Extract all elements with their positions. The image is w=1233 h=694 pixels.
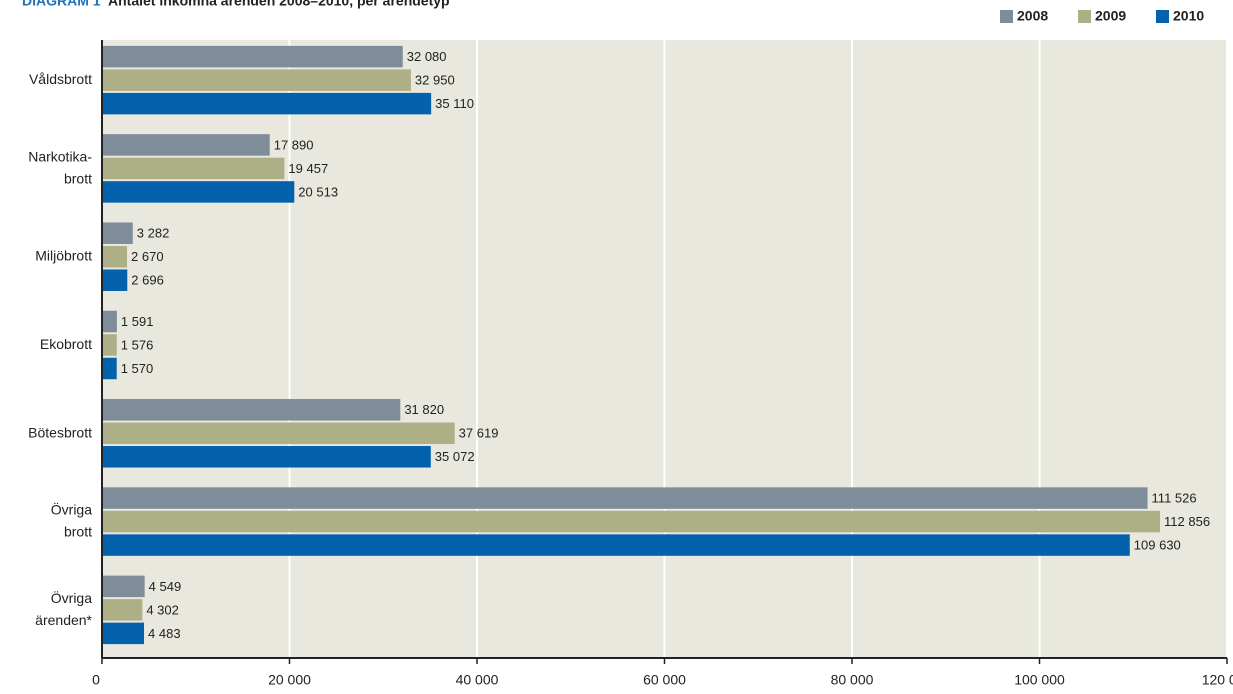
value-label: 35 072	[435, 449, 475, 464]
bar	[102, 422, 455, 445]
value-label: 3 282	[137, 226, 170, 241]
value-label: 19 457	[288, 161, 328, 176]
bar	[102, 622, 145, 645]
y-tick-label: Ekobrott	[40, 336, 92, 352]
y-tick-label-line: brott	[64, 523, 92, 539]
value-label: 112 856	[1164, 514, 1210, 529]
x-tick-label: 40 000	[456, 672, 499, 688]
value-label: 1 570	[121, 361, 154, 376]
legend-item: 2008	[1000, 8, 1048, 24]
bar	[102, 310, 117, 333]
y-tick-label-line: Ekobrott	[40, 336, 92, 352]
y-tick-label: Miljöbrott	[35, 247, 92, 263]
value-label: 35 110	[435, 96, 474, 111]
bar	[102, 599, 143, 621]
legend-swatch	[1078, 10, 1091, 23]
bar	[102, 575, 145, 598]
y-tick-label: Övriga ärenden*	[35, 589, 92, 628]
y-tick-label-line: Narkotika-	[28, 148, 92, 164]
bar	[102, 510, 1161, 533]
value-label: 37 619	[459, 426, 499, 441]
bar	[102, 245, 128, 268]
y-tick-label-line: brott	[64, 170, 92, 186]
bar	[102, 134, 270, 156]
legend-item: 2010	[1156, 8, 1204, 24]
bar	[102, 92, 432, 115]
value-label: 20 513	[298, 184, 338, 199]
legend-label: 2010	[1173, 8, 1204, 24]
value-label: 1 591	[121, 314, 154, 329]
value-label: 17 890	[274, 137, 314, 152]
value-label: 2 696	[131, 273, 164, 288]
x-tick-label: 60 000	[643, 672, 686, 688]
bar	[102, 222, 133, 244]
y-tick-label: Bötesbrott	[28, 424, 92, 440]
value-label: 1 576	[121, 337, 154, 352]
value-label: 4 549	[149, 579, 182, 594]
y-tick-label-line: Bötesbrott	[28, 424, 92, 440]
chart-label: DIAGRAM 1	[22, 0, 101, 9]
bar	[102, 69, 411, 91]
value-label: 4 483	[148, 626, 181, 641]
bar	[102, 446, 431, 468]
legend-swatch	[1000, 10, 1013, 23]
bar	[102, 157, 285, 180]
y-tick-label: Narkotika-brott	[28, 148, 92, 186]
value-label: 111 526	[1152, 491, 1197, 506]
y-tick-label-line: Våldsbrott	[29, 71, 92, 87]
y-tick-label: Övriga brott	[51, 500, 92, 539]
x-tick-label: 80 000	[831, 672, 874, 688]
x-tick-label: 100 000	[1014, 672, 1065, 688]
bar	[102, 357, 117, 380]
value-label: 2 670	[131, 249, 164, 264]
x-tick-label: 0	[92, 672, 100, 688]
legend-label: 2008	[1017, 8, 1048, 24]
bar	[102, 269, 128, 291]
bar	[102, 181, 295, 203]
bar	[102, 334, 117, 356]
value-label: 32 080	[407, 49, 447, 64]
bar	[102, 45, 403, 68]
y-tick-label: Våldsbrott	[29, 71, 92, 87]
bar	[102, 399, 401, 421]
x-tick-label: 120 000	[1202, 672, 1233, 688]
bar	[102, 487, 1148, 509]
y-tick-label-line: ärenden*	[35, 612, 92, 628]
value-label: 31 820	[404, 402, 444, 417]
legend-item: 2009	[1078, 8, 1126, 24]
x-tick-label: 20 000	[268, 672, 311, 688]
legend-swatch	[1156, 10, 1169, 23]
chart-title: Antalet inkomna ärenden 2008–2010, per ä…	[108, 0, 450, 9]
y-tick-label-line: Övriga	[51, 500, 92, 517]
legend-label: 2009	[1095, 8, 1126, 24]
value-label: 4 302	[146, 602, 179, 617]
y-tick-label-line: Övriga	[51, 589, 92, 606]
y-tick-label-line: Miljöbrott	[35, 247, 92, 263]
value-label: 32 950	[415, 73, 455, 88]
value-label: 109 630	[1134, 538, 1181, 553]
bar	[102, 534, 1130, 556]
